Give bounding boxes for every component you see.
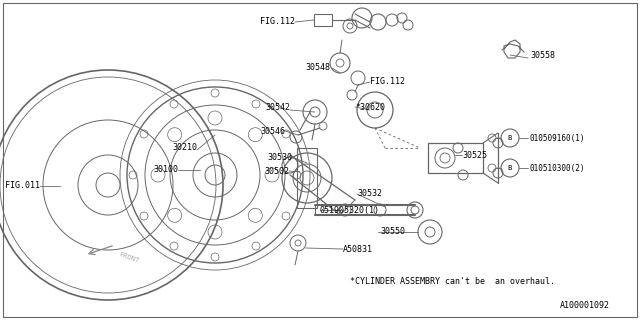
Text: 30502: 30502 (264, 166, 289, 175)
Text: FIG.112: FIG.112 (260, 18, 295, 27)
Text: 30558: 30558 (530, 51, 555, 60)
Text: *30620: *30620 (355, 102, 385, 111)
Text: B: B (508, 165, 512, 171)
Text: FIG.112: FIG.112 (370, 77, 405, 86)
Text: 010510300(2): 010510300(2) (530, 164, 586, 172)
Text: A100001092: A100001092 (560, 300, 610, 309)
Text: 30525: 30525 (462, 150, 487, 159)
Text: A50831: A50831 (343, 244, 373, 253)
Text: B: B (508, 135, 512, 141)
Text: 30548: 30548 (305, 63, 330, 73)
Bar (314, 14, 332, 26)
Text: 30546: 30546 (260, 126, 285, 135)
Text: 30530: 30530 (267, 154, 292, 163)
Text: 30210: 30210 (172, 143, 197, 153)
Bar (297, 148, 317, 208)
Text: 051905320(1): 051905320(1) (320, 205, 380, 214)
Text: 30100: 30100 (153, 165, 178, 174)
Text: FRONT: FRONT (118, 252, 140, 264)
Text: FIG.011: FIG.011 (5, 181, 40, 190)
Text: 30532: 30532 (357, 189, 382, 198)
Text: *CYLINDER ASSEMBRY can't be  an overhaul.: *CYLINDER ASSEMBRY can't be an overhaul. (350, 277, 555, 286)
Text: 010509160(1): 010509160(1) (530, 133, 586, 142)
Text: 30542: 30542 (265, 103, 290, 113)
Text: 30550: 30550 (380, 228, 405, 236)
Bar (428, 143, 483, 173)
